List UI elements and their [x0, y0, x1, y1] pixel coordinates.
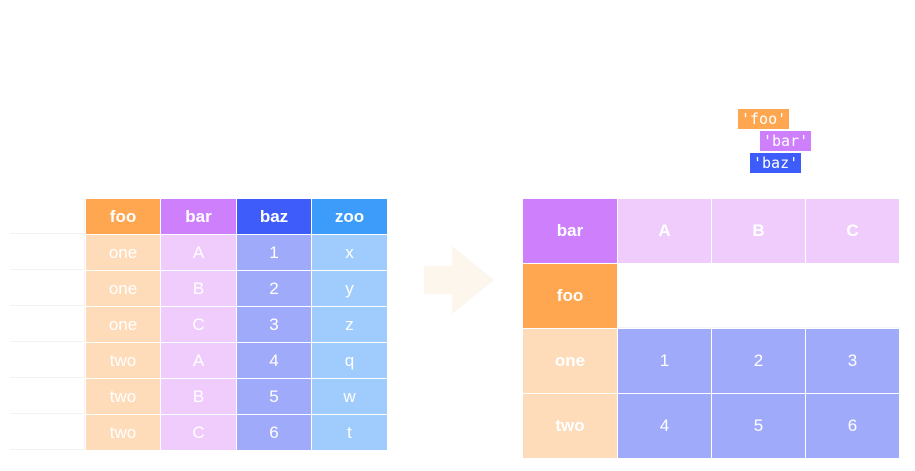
source-cell: two: [86, 379, 160, 414]
source-cell: 1: [237, 235, 311, 270]
source-cell: q: [312, 343, 387, 378]
source-cell: C: [161, 307, 236, 342]
pivot-index-name-row: foo: [523, 264, 900, 329]
pivot-column-header: B: [712, 199, 805, 263]
source-cell: 4: [237, 343, 311, 378]
source-index-cell: [10, 307, 85, 342]
source-cell: z: [312, 307, 387, 342]
source-row: one B 2 y: [10, 271, 388, 307]
source-cell: 6: [237, 415, 311, 450]
source-cell: t: [312, 415, 387, 450]
source-cell: B: [161, 271, 236, 306]
source-cell: B: [161, 379, 236, 414]
pivot-empty-cell: [806, 264, 899, 328]
pivot-column-header: A: [618, 199, 711, 263]
source-row: two B 5 w: [10, 379, 388, 415]
source-header-bar: bar: [161, 199, 236, 234]
source-cell: w: [312, 379, 387, 414]
source-cell: two: [86, 415, 160, 450]
pivot-row: two 4 5 6: [523, 394, 900, 459]
source-cell: one: [86, 307, 160, 342]
source-index-cell: [10, 271, 85, 306]
source-index-header: [10, 199, 85, 234]
pivot-value-cell: 5: [712, 394, 805, 458]
code-label-index: 'foo': [738, 109, 790, 129]
source-header-baz: baz: [237, 199, 311, 234]
source-cell: 3: [237, 307, 311, 342]
pivot-value-cell: 1: [618, 329, 711, 393]
source-cell: A: [161, 343, 236, 378]
source-cell: y: [312, 271, 387, 306]
pivot-value-cell: 2: [712, 329, 805, 393]
source-cell: A: [161, 235, 236, 270]
source-header-foo: foo: [86, 199, 160, 234]
pivot-value-cell: 3: [806, 329, 899, 393]
pivot-column-header: C: [806, 199, 899, 263]
pivot-row-label: two: [523, 394, 617, 458]
code-label-values: 'baz': [750, 153, 802, 173]
source-index-cell: [10, 235, 85, 270]
source-table: foo bar baz zoo one A 1 x one B 2 y one …: [10, 199, 388, 451]
source-header-row: foo bar baz zoo: [10, 199, 388, 235]
pivot-row: one 1 2 3: [523, 329, 900, 394]
pivot-row-label: one: [523, 329, 617, 393]
source-cell: one: [86, 235, 160, 270]
source-index-cell: [10, 415, 85, 450]
source-row: one C 3 z: [10, 307, 388, 343]
source-cell: x: [312, 235, 387, 270]
pivot-empty-cell: [618, 264, 711, 328]
source-cell: 2: [237, 271, 311, 306]
right-arrow-icon: [424, 246, 494, 319]
pivot-table: bar A B C foo one 1 2 3 two 4 5 6: [523, 199, 900, 459]
source-cell: two: [86, 343, 160, 378]
pivot-index-name: foo: [523, 264, 617, 328]
source-index-cell: [10, 379, 85, 414]
source-row: two A 4 q: [10, 343, 388, 379]
code-label-columns: 'bar': [760, 131, 812, 151]
pivot-columns-name: bar: [523, 199, 617, 263]
source-header-zoo: zoo: [312, 199, 387, 234]
source-index-cell: [10, 343, 85, 378]
source-row: two C 6 t: [10, 415, 388, 451]
source-row: one A 1 x: [10, 235, 388, 271]
source-cell: 5: [237, 379, 311, 414]
pivot-empty-cell: [712, 264, 805, 328]
source-cell: one: [86, 271, 160, 306]
pivot-value-cell: 6: [806, 394, 899, 458]
source-cell: C: [161, 415, 236, 450]
pivot-value-cell: 4: [618, 394, 711, 458]
pivot-header-row: bar A B C: [523, 199, 900, 264]
